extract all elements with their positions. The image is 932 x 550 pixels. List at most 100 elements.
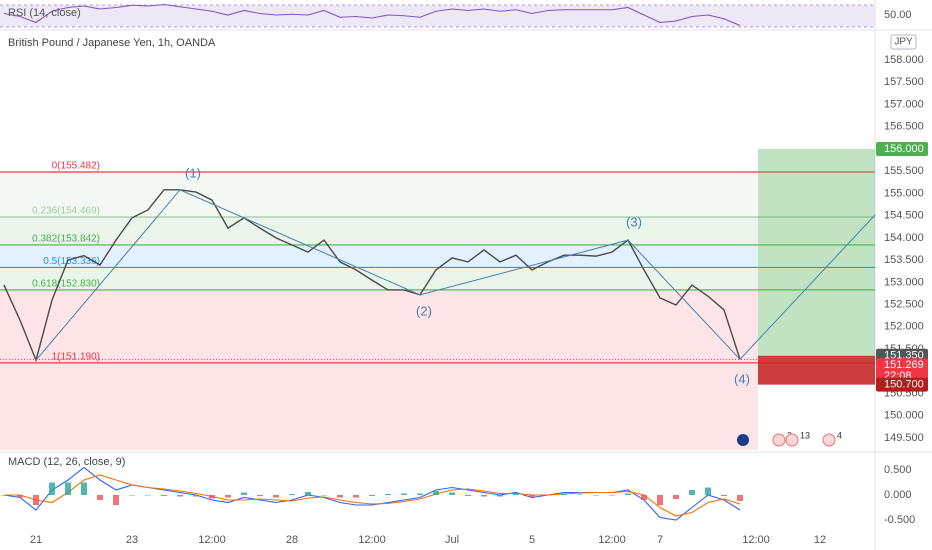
histogram-bar <box>305 492 311 495</box>
wave-label: (3) <box>626 214 642 229</box>
wave-label: (1) <box>185 165 201 180</box>
histogram-bar <box>465 495 471 496</box>
histogram-bar <box>417 493 423 495</box>
x-tick-label: 5 <box>529 534 535 546</box>
series-line <box>4 474 741 517</box>
fib-label: 0.618(152.830) <box>32 279 100 290</box>
y-tick-label: 0.000 <box>884 489 912 501</box>
histogram-bar <box>241 492 247 495</box>
stop-loss-zone <box>758 355 875 385</box>
histogram-bar <box>273 495 279 498</box>
y-tick-label: 150.000 <box>884 410 924 422</box>
histogram-bar <box>673 495 679 499</box>
fib-label: 0.236(154.469) <box>32 206 100 217</box>
y-tick-label: 158.000 <box>884 54 924 66</box>
y-tick-label: 153.500 <box>884 254 924 266</box>
histogram-bar <box>129 495 135 496</box>
histogram-bar <box>625 493 631 495</box>
wave-line <box>35 189 876 361</box>
take-profit-zone <box>758 148 875 356</box>
histogram-bar <box>49 482 55 495</box>
y-tick-label: 155.500 <box>884 165 924 177</box>
y-tick-label: 0.500 <box>884 464 912 476</box>
histogram-bar <box>737 495 743 501</box>
fib-zone <box>0 171 758 218</box>
histogram-bar <box>81 482 87 495</box>
histogram-bar <box>145 495 151 496</box>
y-tick-label: 152.500 <box>884 298 924 310</box>
y-tick-label: 149.500 <box>884 432 924 444</box>
fib-zone <box>0 289 758 363</box>
currency: JPY <box>894 37 913 48</box>
macd-title: MACD (12, 26, close, 9) <box>8 456 125 468</box>
target-label-bg <box>876 141 928 156</box>
histogram-bar <box>113 495 119 505</box>
histogram-bar <box>721 495 727 496</box>
series-line <box>3 189 741 363</box>
histogram-bar <box>497 495 503 497</box>
histogram-bar <box>1 495 7 496</box>
histogram-bar <box>593 495 599 496</box>
event-badge <box>822 433 836 447</box>
histogram-bar <box>17 495 23 498</box>
event-badge <box>772 433 786 447</box>
histogram-bar <box>65 482 71 495</box>
histogram-bar <box>353 495 359 498</box>
y-tick-label: 157.500 <box>884 76 924 88</box>
fib-zone <box>0 217 758 245</box>
y-tick-label: -0.500 <box>884 514 915 526</box>
y-tick-label: 154.500 <box>884 210 924 222</box>
x-tick-label: 12:00 <box>742 534 770 546</box>
histogram-bar <box>689 490 695 495</box>
histogram-bar <box>321 495 327 496</box>
histogram-bar <box>337 495 343 498</box>
x-tick-label: 23 <box>126 534 138 546</box>
x-tick-label: 12:00 <box>198 534 226 546</box>
histogram-bar <box>209 495 215 499</box>
y-tick-label: 153.000 <box>884 276 924 288</box>
histogram-bar <box>161 495 167 496</box>
currency-box <box>890 34 917 50</box>
fib-label: 0(155.482) <box>52 161 100 172</box>
event-count: 4 <box>837 430 842 440</box>
y-tick-label: 155.000 <box>884 187 924 199</box>
histogram-bar <box>529 495 535 498</box>
y-tick-label: 157.000 <box>884 98 924 110</box>
series-line <box>3 3 741 27</box>
event-flag <box>737 434 749 446</box>
histogram-bar <box>97 495 103 500</box>
fib-label: 1(151.190) <box>52 351 100 362</box>
histogram-bar <box>641 495 647 500</box>
histogram-bar <box>705 487 711 495</box>
x-tick-label: 7 <box>657 534 663 546</box>
last-price-label: 151.269 <box>884 359 924 371</box>
wave-label: (4) <box>734 371 750 386</box>
histogram-bar <box>177 495 183 497</box>
histogram-bar <box>385 494 391 495</box>
y-tick-label: 152.000 <box>884 321 924 333</box>
histogram-bar <box>481 495 487 497</box>
y-tick-label: 154.000 <box>884 232 924 244</box>
event-count: 13 <box>800 430 810 440</box>
x-tick-label: 21 <box>30 534 42 546</box>
histogram-bar <box>545 495 551 496</box>
histogram-bar <box>289 494 295 495</box>
histogram-bar <box>609 495 615 496</box>
rsi-band <box>0 5 875 27</box>
histogram-bar <box>225 495 231 498</box>
fib-zone <box>0 244 758 268</box>
histogram-bar <box>401 493 407 495</box>
x-tick-label: Jul <box>445 534 459 546</box>
fib-label: 0.5(153.336) <box>43 256 100 267</box>
histogram-bar <box>257 495 263 496</box>
fib-zone <box>0 267 758 290</box>
histogram-bar <box>513 494 519 495</box>
histogram-bar <box>657 495 663 505</box>
chart-title: British Pound / Japanese Yen, 1h, OANDA <box>8 37 216 49</box>
stop-label-bg <box>876 377 928 392</box>
histogram-bar <box>433 491 439 495</box>
y-tick-label: 50.00 <box>884 9 912 21</box>
x-tick-label: 12 <box>814 534 826 546</box>
